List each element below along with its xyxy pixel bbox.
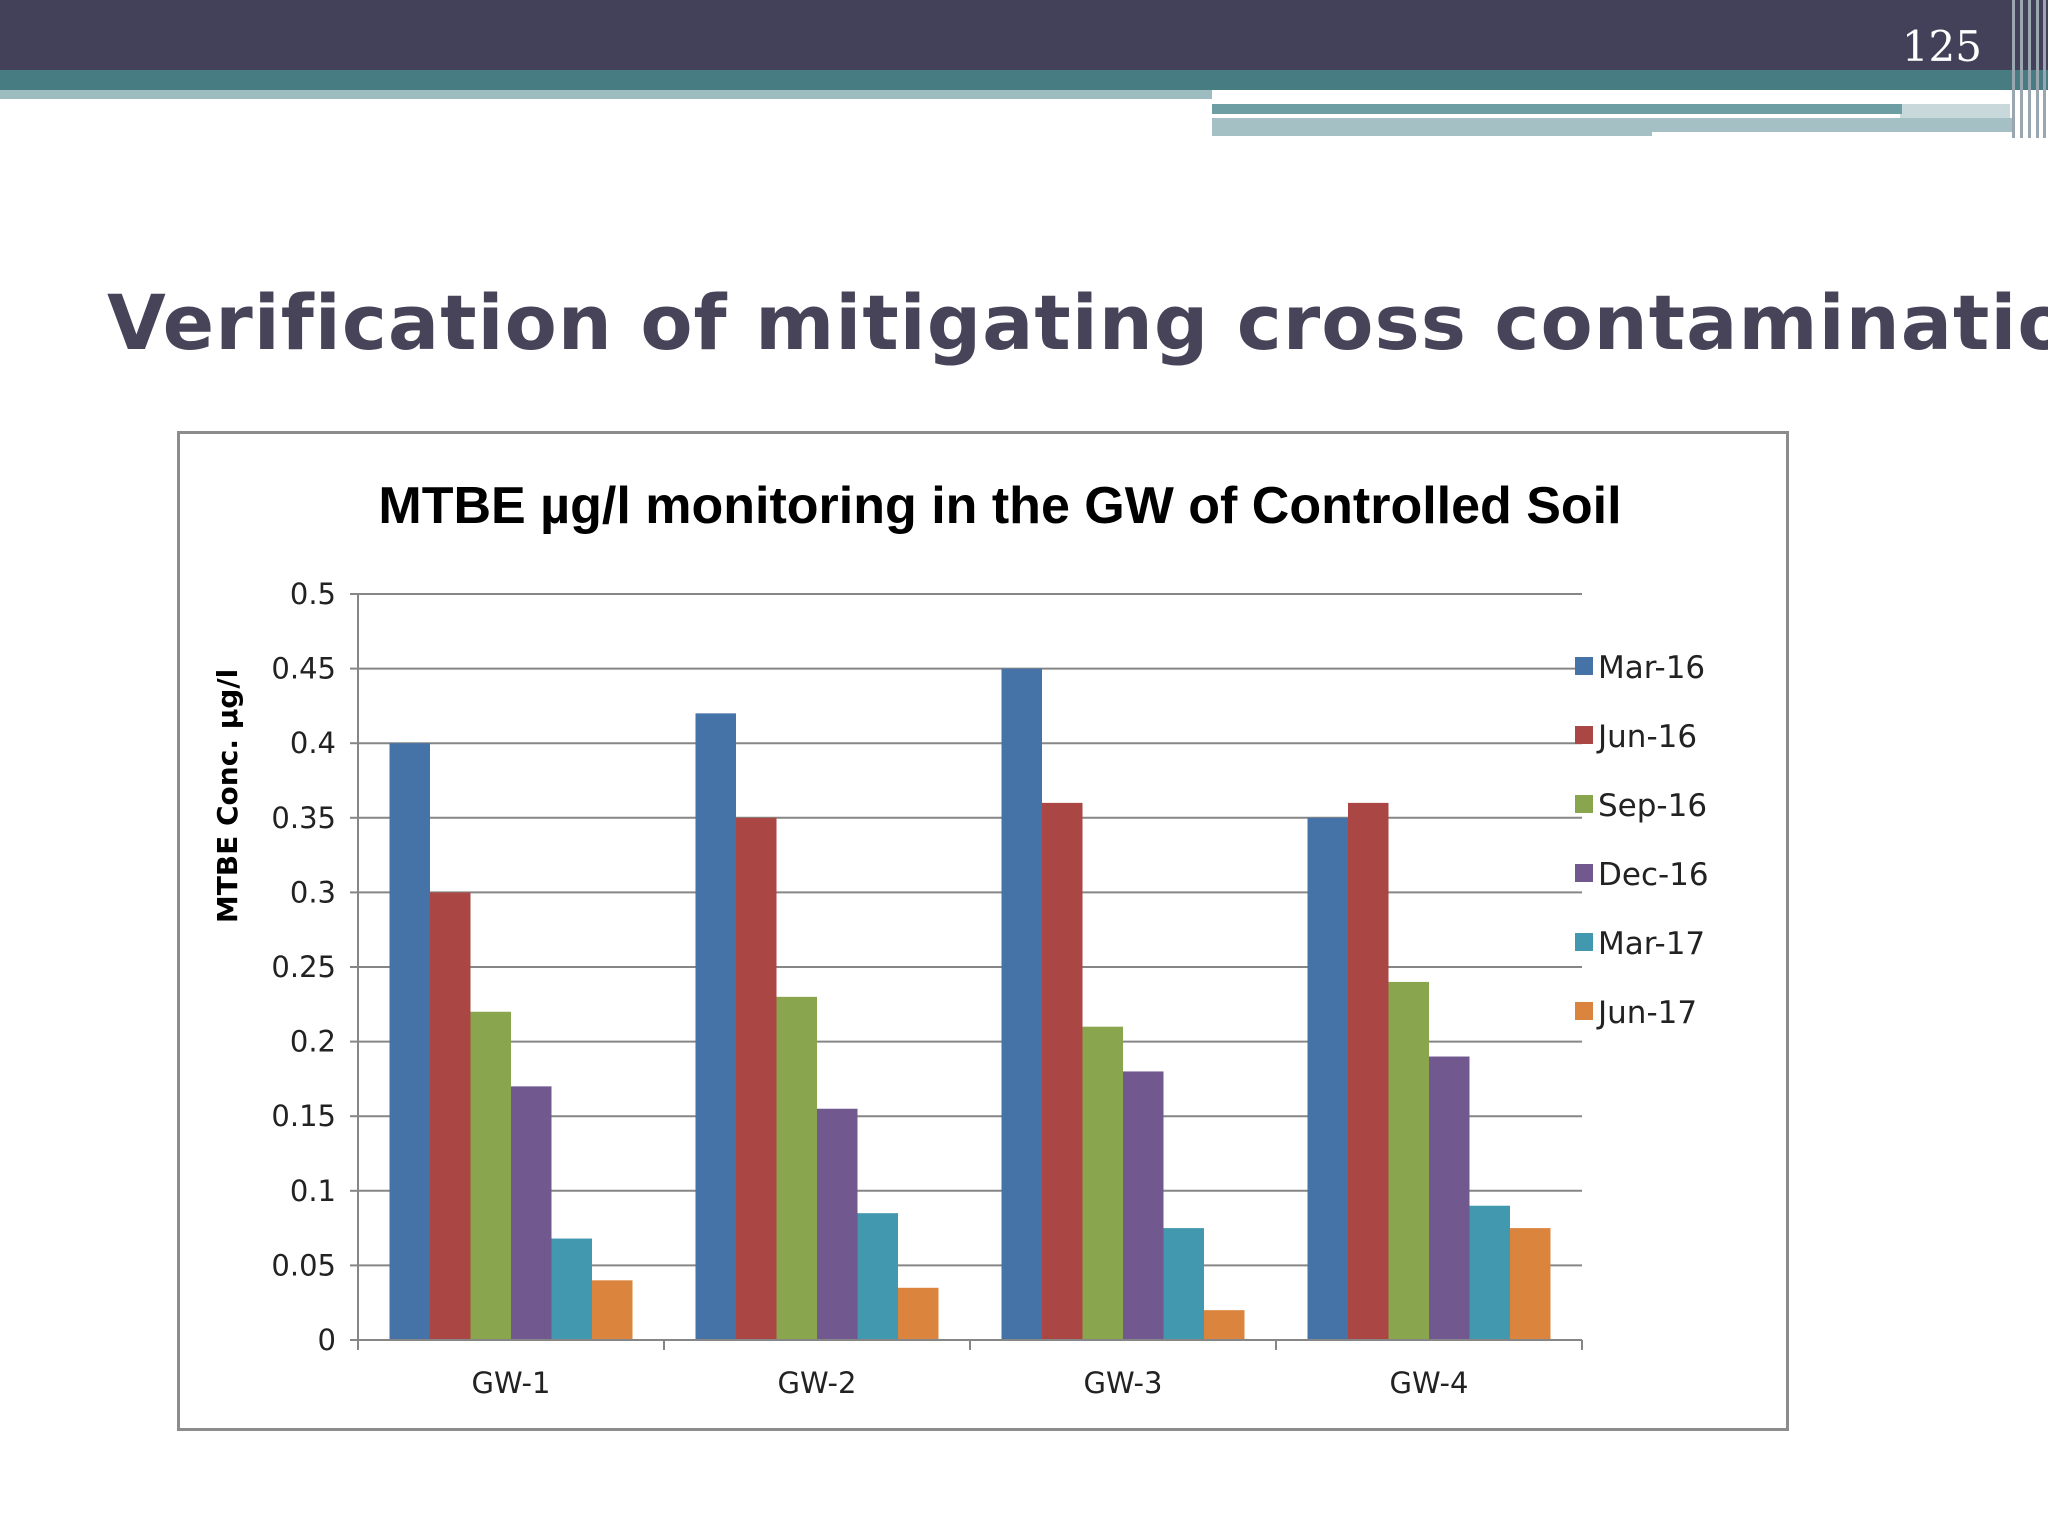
y-tick-label: 0.25 [271,950,336,984]
x-tick-label: GW-2 [778,1366,857,1400]
bar [1348,802,1389,1340]
x-tick-label: GW-3 [1084,1366,1163,1400]
bar [1001,668,1042,1340]
header-band [0,0,2048,70]
legend-swatch [1575,726,1593,744]
slide-title: Verification of mitigating cross contami… [107,278,2048,367]
chart-frame: MTBE µg/l monitoring in the GW of Contro… [177,431,1789,1431]
bar [592,1280,633,1340]
bar [430,892,471,1340]
header-stripe [1212,118,2012,136]
bar [1307,817,1348,1340]
y-tick-label: 0.5 [290,577,336,611]
legend-swatch [1575,657,1593,675]
bar [817,1108,858,1340]
bar [470,1011,511,1340]
bar [1204,1310,1245,1340]
y-tick-label: 0.35 [271,801,336,835]
bar [695,713,736,1340]
bar [1042,802,1083,1340]
bar [511,1086,552,1340]
bar [736,817,777,1340]
x-tick-label: GW-1 [472,1366,551,1400]
legend-label: Mar-17 [1598,926,1705,962]
header-stripe [0,90,1212,99]
bar [1082,1026,1123,1340]
bar [857,1213,898,1340]
header-edge-lines [2010,0,2048,138]
y-tick-label: 0.2 [290,1025,336,1059]
bar [1388,981,1429,1340]
bar [1429,1056,1470,1340]
bar [1163,1228,1204,1340]
legend-label: Dec-16 [1598,857,1709,893]
bars [389,668,1551,1340]
y-tick-label: 0.4 [290,726,336,760]
bar [898,1287,939,1340]
legend-swatch [1575,795,1593,813]
header-stripe [1652,132,2012,138]
bar [1469,1205,1510,1340]
chart-title: MTBE µg/l monitoring in the GW of Contro… [378,477,1621,535]
legend-swatch [1575,1002,1593,1020]
y-axis-label: MTBE Conc. µg/l [211,669,244,923]
y-tick-label: 0.3 [290,875,336,909]
slide-number: 125 [1901,22,1982,71]
bar [389,743,430,1340]
header-stripe [0,70,2048,90]
legend-label: Jun-16 [1596,719,1697,755]
bar [776,996,817,1340]
legend-label: Sep-16 [1598,788,1707,824]
bar [1510,1228,1551,1340]
header-stripe [1212,104,1902,114]
axes: 0 0.05 0.1 0.15 0.2 0.25 0.3 0.35 0.4 0.45 0.5 GW-1… [271,577,1583,1400]
legend-swatch [1575,933,1593,951]
bar-chart: MTBE µg/l monitoring in the GW of Contro… [211,477,1709,1400]
bar [1123,1071,1164,1340]
legend-swatch [1575,864,1593,882]
y-tick-label: 0.05 [271,1248,336,1282]
y-tick-label: 0.45 [271,652,336,686]
legend-label: Jun-17 [1596,995,1697,1031]
x-tick-label: GW-4 [1390,1366,1469,1400]
y-tick-label: 0 [318,1323,336,1357]
bar [551,1238,592,1340]
y-tick-label: 0.15 [271,1099,336,1133]
y-tick-label: 0.1 [290,1174,336,1208]
legend: Mar-16 Jun-16 Sep-16 Dec-16 Mar-17 Jun-17 [1575,650,1709,1031]
legend-label: Mar-16 [1598,650,1705,686]
